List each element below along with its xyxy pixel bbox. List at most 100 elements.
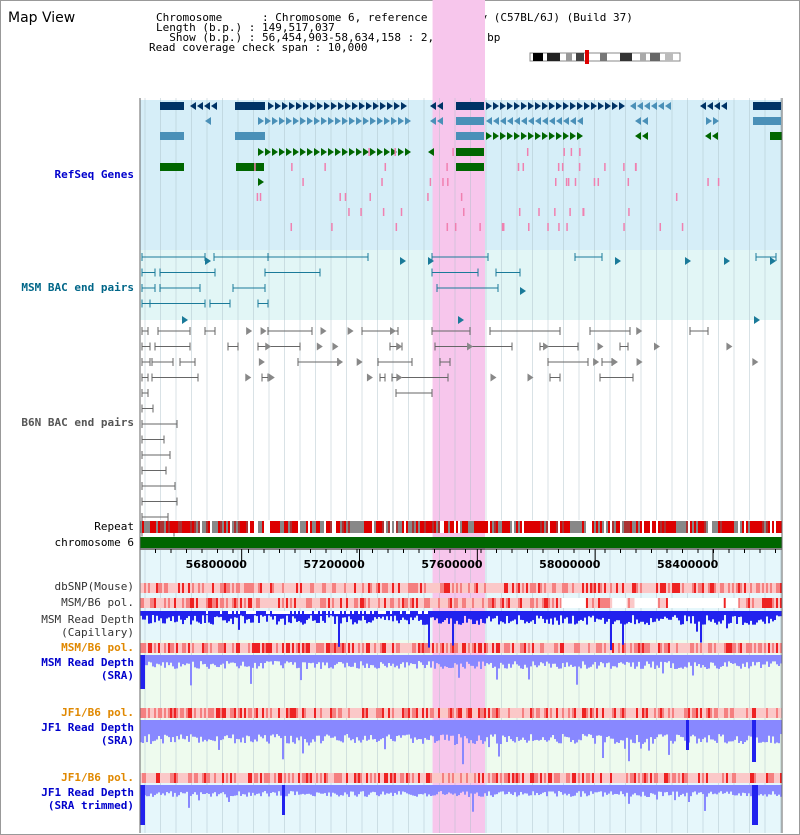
jf1-b6-pol2-strip [162, 773, 164, 783]
msm-b6-pol-strip [316, 598, 318, 608]
msm-b6-pol-sra-strip [254, 643, 256, 653]
repeat-segment [736, 521, 738, 533]
repeat-segment [684, 521, 686, 533]
jf1-depth-trim-bar [194, 785, 196, 793]
refseq-genes-label[interactable]: RefSeq Genes [54, 168, 134, 181]
msm-b6-pol-strip [164, 598, 166, 608]
msm-b6-pol-strip [738, 598, 740, 608]
jf1-depth-trim-bar [378, 785, 380, 797]
jf1-depth-sra-bar [316, 720, 318, 736]
jf1-b6-pol2-strip [484, 773, 486, 783]
jf1-b6-pol-strip [654, 708, 656, 718]
msm-b6-pol-sra-strip [550, 643, 552, 653]
jf1-b6-pol2-strip [734, 773, 736, 783]
dbsnp-strip [148, 583, 150, 593]
msm-b6-pol-strip [462, 598, 464, 608]
msm-bac-label[interactable]: MSM BAC end pairs [21, 281, 134, 294]
msm-depth-capillary-bar [386, 611, 388, 617]
jf1-depth-trim-bar [434, 785, 436, 796]
jf1-depth-sra-bar [242, 720, 244, 738]
jf1-depth-trim-bar [518, 785, 520, 796]
refseq-gene-arrow [286, 117, 292, 125]
repeat-segment [444, 521, 446, 533]
msm-b6-pol-strip [384, 598, 386, 608]
repeat-segment [570, 521, 572, 533]
msm-depth-sra-bar [688, 655, 690, 663]
jf1-depth-trim-bar [484, 785, 486, 794]
msm-depth-capillary-bar [252, 611, 254, 623]
msm-b6-pol-sra-strip [446, 643, 448, 653]
msm-depth-sra-bar [276, 655, 278, 662]
jf1-depth-trim-bar [168, 785, 170, 794]
msm-depth-capillary-bar [724, 611, 726, 616]
jf1-b6-pol-strip [372, 708, 374, 718]
axis-tick-label: 57600000 [421, 558, 483, 571]
repeat-segment [746, 521, 748, 533]
dbsnp-strip [276, 583, 278, 593]
msm-b6-pol-sra-strip [672, 643, 674, 653]
msm-b6-pol-sra-strip [152, 643, 154, 653]
jf1-b6-pol2-strip [346, 773, 348, 783]
msm-b6-pol-sra-strip [574, 643, 576, 653]
msm-b6-pol-sra-strip [762, 643, 764, 653]
jf1-depth-trim-bar [334, 785, 336, 794]
jf1-depth-sra-bar [208, 720, 210, 740]
jf1-b6-pol-strip [504, 708, 506, 718]
jf1-depth-trim-bar [624, 785, 626, 797]
jf1-b6-pol-strip [508, 708, 510, 718]
repeat-segment [190, 521, 192, 533]
jf1-b6-pol-strip [500, 708, 502, 718]
repeat-segment [230, 521, 232, 533]
msm-depth-capillary-bar [324, 611, 326, 623]
msm-b6-pol-sra-strip [578, 643, 580, 653]
dbsnp-strip [340, 583, 342, 593]
b6n-bac-end [245, 373, 252, 382]
msm-b6-pol-sra-strip [202, 643, 204, 653]
msm-depth-capillary-bar [374, 611, 376, 618]
repeat-segment [262, 521, 264, 533]
msm-depth-sra-bar [174, 655, 176, 669]
repeat-segment [142, 521, 144, 533]
repeat-segment [452, 521, 454, 533]
jf1-b6-pol2-strip [754, 773, 756, 783]
refseq-pink-tick [339, 193, 341, 201]
refseq-gene-arrow [500, 102, 506, 110]
jf1-depth-sra-bar [524, 720, 526, 740]
jf1-depth-sra-bar [404, 720, 406, 736]
dbsnp-strip [776, 583, 778, 593]
ideogram-position-marker [585, 50, 589, 64]
repeat-segment [306, 521, 308, 533]
refseq-pink-tick [429, 178, 432, 186]
msm-depth-sra-bar [604, 655, 606, 668]
msm-b6-pol-strip [774, 598, 776, 608]
msm-depth-sra-bar [598, 655, 600, 666]
jf1-depth-sra-bar [268, 720, 270, 744]
jf1-b6-pol2-strip [282, 773, 284, 783]
jf1-depth-sra-bar [728, 720, 730, 742]
msm-depth-capillary-bar [492, 611, 494, 619]
ideogram-band [547, 53, 560, 61]
msm-b6-pol-strip [380, 598, 382, 608]
jf1-depth-trim-bar [748, 785, 750, 794]
msm-b6-pol-strip [184, 598, 186, 608]
b6n-bac-label[interactable]: B6N BAC end pairs [21, 416, 134, 429]
msm-depth-capillary-bar [526, 611, 528, 622]
jf1-depth-trim-bar [772, 785, 774, 792]
dbsnp-strip [428, 583, 430, 593]
msm-depth-capillary-bar [236, 611, 238, 618]
dbsnp-strip [232, 583, 234, 593]
repeat-segment [180, 521, 182, 533]
jf1-b6-pol2-strip [598, 773, 600, 783]
dbsnp-strip [230, 583, 232, 593]
msm-depth-sra-bar [328, 655, 330, 669]
repeat-segment [156, 521, 158, 533]
jf1-depth-trim-bar [552, 785, 554, 792]
msm-depth-capillary-bar [438, 611, 440, 624]
jf1-b6-pol2-strip [194, 773, 196, 783]
repeat-segment [534, 521, 536, 533]
jf1-b6-pol-strip [336, 708, 338, 718]
msm-depth-sra-spike [140, 655, 145, 689]
msm-b6-pol-sra-strip [352, 643, 354, 653]
jf1-depth-sra-bar [160, 720, 162, 740]
